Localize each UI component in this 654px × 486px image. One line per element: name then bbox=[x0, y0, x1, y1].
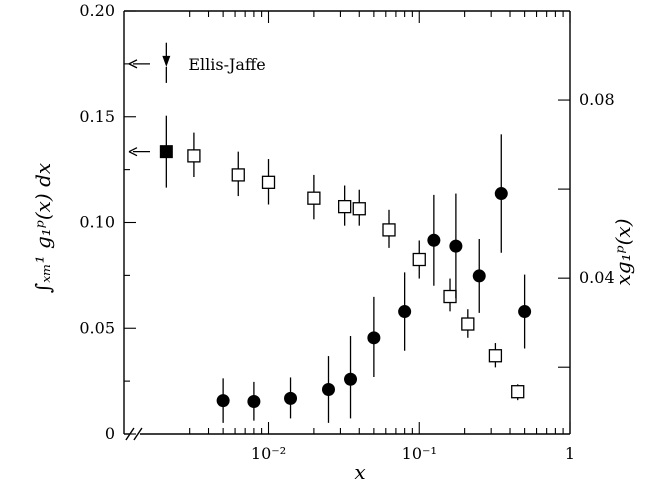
ellis-jaffe-label: Ellis-Jaffe bbox=[188, 55, 265, 74]
axis-break-mark bbox=[133, 427, 143, 441]
y-axis-label-right: xg₁ᵖ(x) bbox=[611, 219, 635, 286]
plot-frame bbox=[123, 10, 571, 441]
data-point-filled-circle bbox=[449, 239, 463, 253]
data-point-filled-circle bbox=[344, 372, 358, 386]
data-point-filled-circle bbox=[494, 187, 508, 201]
down-arrow-icon bbox=[162, 55, 171, 67]
x-tick-label: 1 bbox=[565, 444, 575, 463]
data-point-filled-circle bbox=[398, 305, 412, 319]
data-point-open-square bbox=[488, 349, 503, 363]
data-point-filled-circle bbox=[284, 391, 298, 405]
ticks: 10⁻² 10⁻¹ 1 0 0.05 0.10 0.15 0.20 0.04 0.08 bbox=[79, 1, 614, 463]
left-arrow-icon bbox=[128, 59, 138, 69]
y-right-tick-label: 0.08 bbox=[579, 90, 615, 109]
x-tick-label: 10⁻² bbox=[251, 444, 286, 463]
data-point-open-square bbox=[338, 199, 352, 214]
y-left-tick-label: 0.20 bbox=[79, 1, 115, 20]
data-point-open-square bbox=[307, 191, 321, 205]
y-left-tick-label: 0.15 bbox=[79, 107, 115, 126]
y-right-tick-label: 0.04 bbox=[579, 268, 615, 287]
data-point-open-square bbox=[187, 149, 201, 163]
data-points bbox=[159, 115, 532, 423]
data-point-filled-circle bbox=[472, 269, 486, 283]
data-point-open-square bbox=[412, 252, 426, 267]
data-point-open-square bbox=[352, 202, 366, 216]
y-left-tick-label: 0.10 bbox=[79, 213, 115, 232]
data-point-filled-circle bbox=[518, 305, 532, 319]
data-point-filled-circle bbox=[216, 394, 230, 408]
data-point-open-square bbox=[461, 317, 475, 331]
annotations: Ellis-Jaffe bbox=[128, 42, 266, 157]
data-point-open-square bbox=[511, 385, 525, 399]
x-axis-label: x bbox=[354, 460, 365, 484]
y-left-tick-label: 0 bbox=[105, 424, 115, 443]
data-point-open-square bbox=[231, 168, 245, 182]
x-tick-label: 10⁻¹ bbox=[402, 444, 437, 463]
data-point-filled-circle bbox=[367, 331, 381, 345]
left-arrow-icon bbox=[128, 147, 138, 157]
y-left-tick-label: 0.05 bbox=[79, 318, 115, 337]
data-point-filled-circle bbox=[427, 233, 441, 247]
data-point-open-square bbox=[382, 223, 396, 237]
data-point-open-square bbox=[443, 289, 457, 304]
data-point-filled-square bbox=[159, 145, 173, 159]
data-point-open-square bbox=[261, 175, 276, 189]
data-point-filled-circle bbox=[321, 382, 335, 396]
data-point-filled-circle bbox=[247, 394, 261, 408]
y-axis-label-left: ∫ₓₘ¹ g₁ᵖ(x) dx bbox=[31, 163, 55, 293]
